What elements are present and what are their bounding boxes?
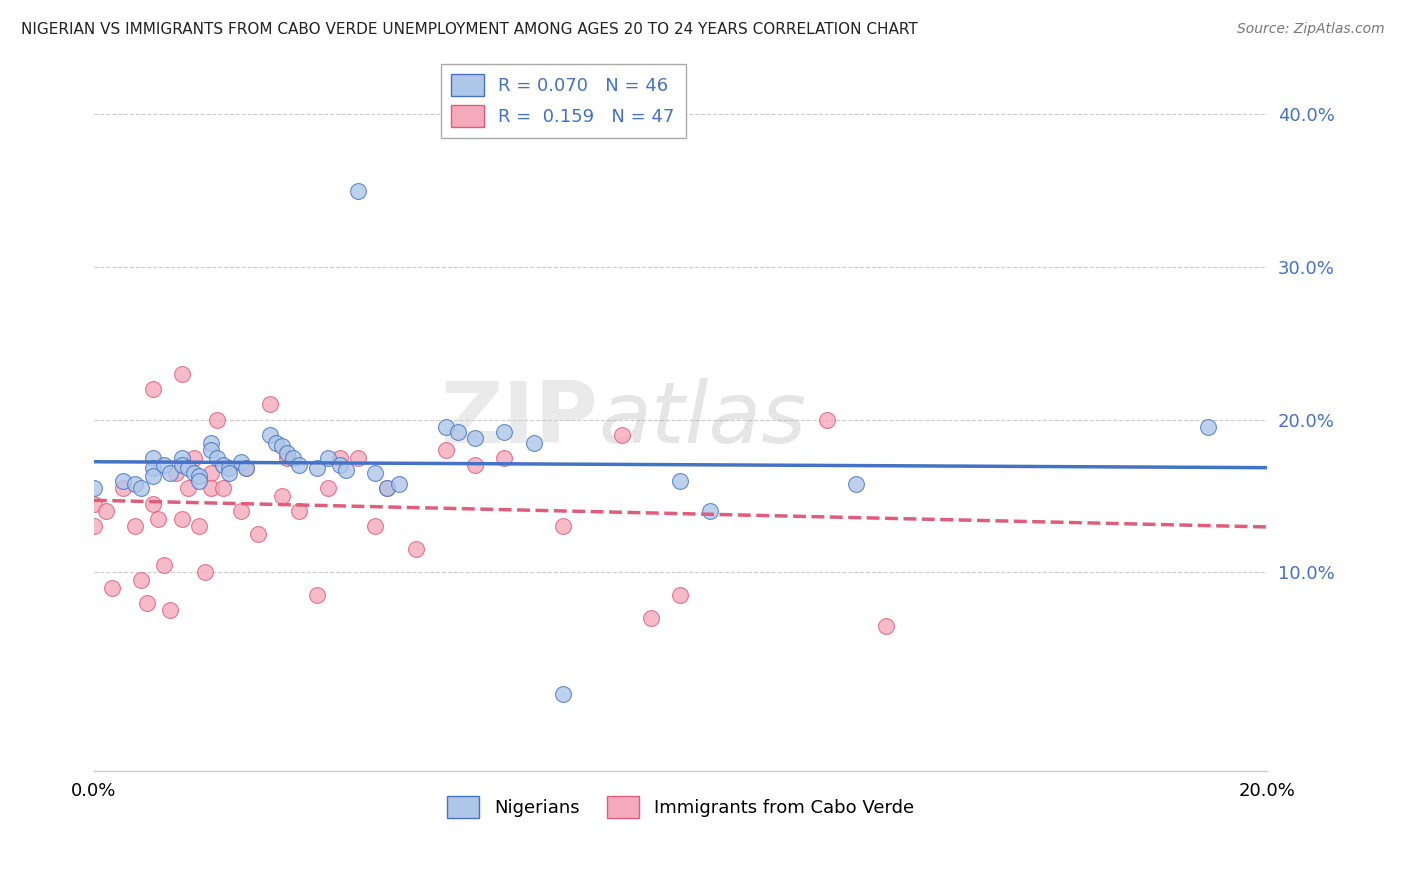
Point (170, 450, 193, 465)
Point (375, 481, 398, 495)
Point (329, 458, 352, 473)
Point (200, 443, 222, 458)
Point (305, 588, 328, 602)
Point (100, 581, 122, 595)
Point (699, 504, 721, 518)
Point (165, 466, 187, 480)
Point (346, 184, 368, 198)
Point (229, 455, 252, 469)
Point (288, 458, 311, 473)
Point (194, 566, 217, 580)
Point (142, 461, 165, 475)
Point (259, 397, 281, 411)
Point (464, 431, 486, 445)
Point (288, 504, 311, 518)
Point (235, 461, 257, 475)
Point (283, 450, 305, 465)
Point (610, 428, 633, 442)
Point (669, 588, 692, 602)
Point (669, 474, 692, 488)
Point (159, 466, 181, 480)
Point (183, 450, 205, 465)
Point (188, 474, 211, 488)
Point (335, 463, 357, 477)
Point (551, 687, 574, 701)
Point (94, 504, 117, 518)
Point (270, 489, 292, 503)
Point (170, 458, 193, 473)
Point (259, 428, 281, 442)
Point (83, 519, 105, 533)
Point (83, 497, 105, 511)
Point (142, 469, 165, 483)
Point (815, 412, 838, 426)
Point (129, 573, 152, 587)
Point (640, 611, 662, 625)
Point (845, 476, 868, 491)
Point (494, 425, 516, 439)
Point (346, 450, 368, 465)
Text: ZIP: ZIP (440, 378, 598, 461)
Point (523, 435, 546, 450)
Point (142, 497, 165, 511)
Point (434, 420, 457, 434)
Point (264, 435, 287, 450)
Legend: Nigerians, Immigrants from Cabo Verde: Nigerians, Immigrants from Cabo Verde (440, 789, 921, 825)
Point (205, 412, 228, 426)
Point (218, 466, 240, 480)
Point (170, 367, 193, 381)
Point (212, 458, 235, 473)
Point (177, 481, 200, 495)
Point (183, 466, 205, 480)
Point (551, 519, 574, 533)
Point (247, 527, 270, 541)
Point (305, 461, 328, 475)
Point (446, 425, 468, 439)
Point (318, 450, 340, 465)
Point (329, 450, 352, 465)
Text: Source: ZipAtlas.com: Source: ZipAtlas.com (1237, 22, 1385, 37)
Point (170, 512, 193, 526)
Point (494, 450, 516, 465)
Point (364, 519, 387, 533)
Point (188, 519, 211, 533)
Point (229, 504, 252, 518)
Point (405, 542, 427, 557)
Point (200, 466, 222, 480)
Point (434, 443, 457, 458)
Point (212, 481, 235, 495)
Point (129, 481, 152, 495)
Text: NIGERIAN VS IMMIGRANTS FROM CABO VERDE UNEMPLOYMENT AMONG AGES 20 TO 24 YEARS CO: NIGERIAN VS IMMIGRANTS FROM CABO VERDE U… (21, 22, 918, 37)
Point (83, 481, 105, 495)
Point (177, 461, 200, 475)
Point (205, 450, 228, 465)
Point (112, 474, 135, 488)
Point (148, 512, 170, 526)
Point (159, 603, 181, 617)
Point (875, 618, 897, 632)
Text: atlas: atlas (598, 378, 806, 461)
Point (270, 439, 292, 453)
Point (135, 596, 157, 610)
Point (188, 469, 211, 483)
Point (112, 481, 135, 495)
Point (200, 435, 222, 450)
Point (200, 481, 222, 495)
Point (1197, 420, 1219, 434)
Point (153, 558, 176, 572)
Point (388, 476, 411, 491)
Point (276, 446, 298, 460)
Point (276, 450, 298, 465)
Point (235, 461, 257, 475)
Point (364, 466, 387, 480)
Point (124, 476, 146, 491)
Point (375, 481, 398, 495)
Point (318, 481, 340, 495)
Point (464, 458, 486, 473)
Point (142, 450, 165, 465)
Point (153, 458, 176, 473)
Point (218, 461, 240, 475)
Point (142, 382, 165, 396)
Point (124, 519, 146, 533)
